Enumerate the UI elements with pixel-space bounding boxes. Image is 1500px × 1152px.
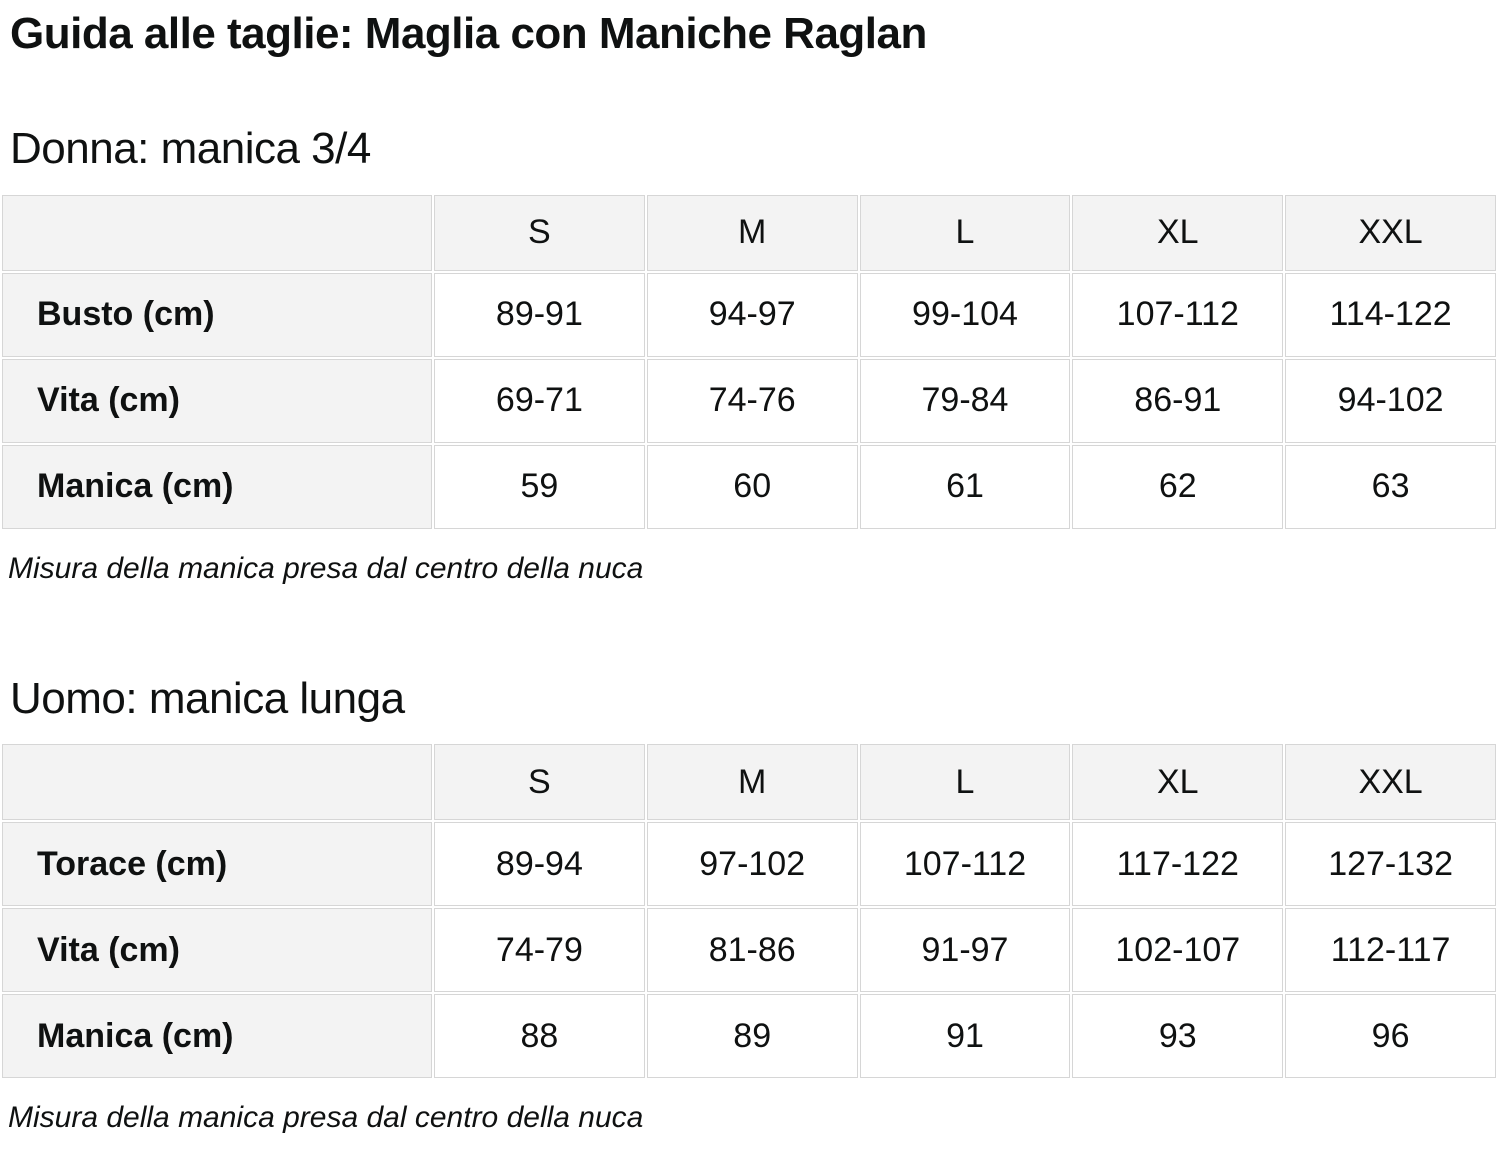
table-header-row: S M L XL XXL [2,744,1496,821]
column-header-l: L [859,194,1071,271]
cell-value: 91 [859,994,1071,1079]
cell-value: 59 [434,444,645,529]
cell-value: 91-97 [859,908,1071,993]
measure-note: Misura della manica presa dal centro del… [8,1101,644,1135]
cell-value: 74-76 [646,358,858,443]
table-row-manica: Manica (cm) 88 89 91 93 96 [2,994,1496,1079]
table-header-row: S M L XL XXL [2,194,1496,271]
cell-value: 99-104 [859,272,1071,357]
table-row-busto: Busto (cm) 89-91 94-97 99-104 107-112 11… [2,272,1496,357]
table-row-torace: Torace (cm) 89-94 97-102 107-112 117-122… [2,822,1496,907]
size-table-uomo: S M L XL XXL Torace (cm) 89-94 97-102 10… [0,742,1498,1080]
cell-value: 93 [1072,994,1284,1079]
column-header-l: L [859,744,1071,821]
size-table-donna: S M L XL XXL Busto (cm) 89-91 94-97 99-1… [0,193,1498,531]
cell-value: 112-117 [1285,908,1496,993]
cell-value: 74-79 [434,908,645,993]
section-donna: Donna: manica 3/4 S M L XL XXL Busto (cm… [0,123,1500,587]
cell-value: 107-112 [859,822,1071,907]
row-label: Vita (cm) [2,908,432,993]
measure-note: Misura della manica presa dal centro del… [8,551,644,585]
cell-value: 97-102 [646,822,858,907]
cell-value: 81-86 [646,908,858,993]
column-header-m: M [646,194,858,271]
cell-value: 94-102 [1285,358,1496,443]
column-header-m: M [646,744,858,821]
cell-value: 86-91 [1072,358,1284,443]
cell-value: 62 [1072,444,1284,529]
table-row-vita: Vita (cm) 74-79 81-86 91-97 102-107 112-… [2,908,1496,993]
row-label: Manica (cm) [2,444,432,529]
cell-value: 96 [1285,994,1496,1079]
section-heading-uomo: Uomo: manica lunga [10,673,405,723]
column-header-s: S [434,194,645,271]
cell-value: 107-112 [1072,272,1284,357]
cell-value: 89-91 [434,272,645,357]
section-uomo: Uomo: manica lunga S M L XL XXL Torace (… [0,673,1500,1137]
section-heading-donna: Donna: manica 3/4 [10,123,371,173]
row-label: Torace (cm) [2,822,432,907]
page-title: Guida alle taglie: Maglia con Maniche Ra… [10,9,927,58]
column-header-s: S [434,744,645,821]
cell-value: 61 [859,444,1071,529]
cell-value: 63 [1285,444,1496,529]
column-header-xxl: XXL [1285,194,1496,271]
cell-value: 88 [434,994,645,1079]
cell-value: 114-122 [1285,272,1496,357]
cell-value: 79-84 [859,358,1071,443]
column-header-xxl: XXL [1285,744,1496,821]
cell-value: 69-71 [434,358,645,443]
corner-cell [2,194,432,271]
column-header-xl: XL [1072,194,1284,271]
cell-value: 94-97 [646,272,858,357]
table-row-vita: Vita (cm) 69-71 74-76 79-84 86-91 94-102 [2,358,1496,443]
cell-value: 102-107 [1072,908,1284,993]
row-label: Vita (cm) [2,358,432,443]
cell-value: 117-122 [1072,822,1284,907]
row-label: Busto (cm) [2,272,432,357]
cell-value: 89-94 [434,822,645,907]
row-label: Manica (cm) [2,994,432,1079]
column-header-xl: XL [1072,744,1284,821]
corner-cell [2,744,432,821]
cell-value: 89 [646,994,858,1079]
cell-value: 60 [646,444,858,529]
cell-value: 127-132 [1285,822,1496,907]
table-row-manica: Manica (cm) 59 60 61 62 63 [2,444,1496,529]
